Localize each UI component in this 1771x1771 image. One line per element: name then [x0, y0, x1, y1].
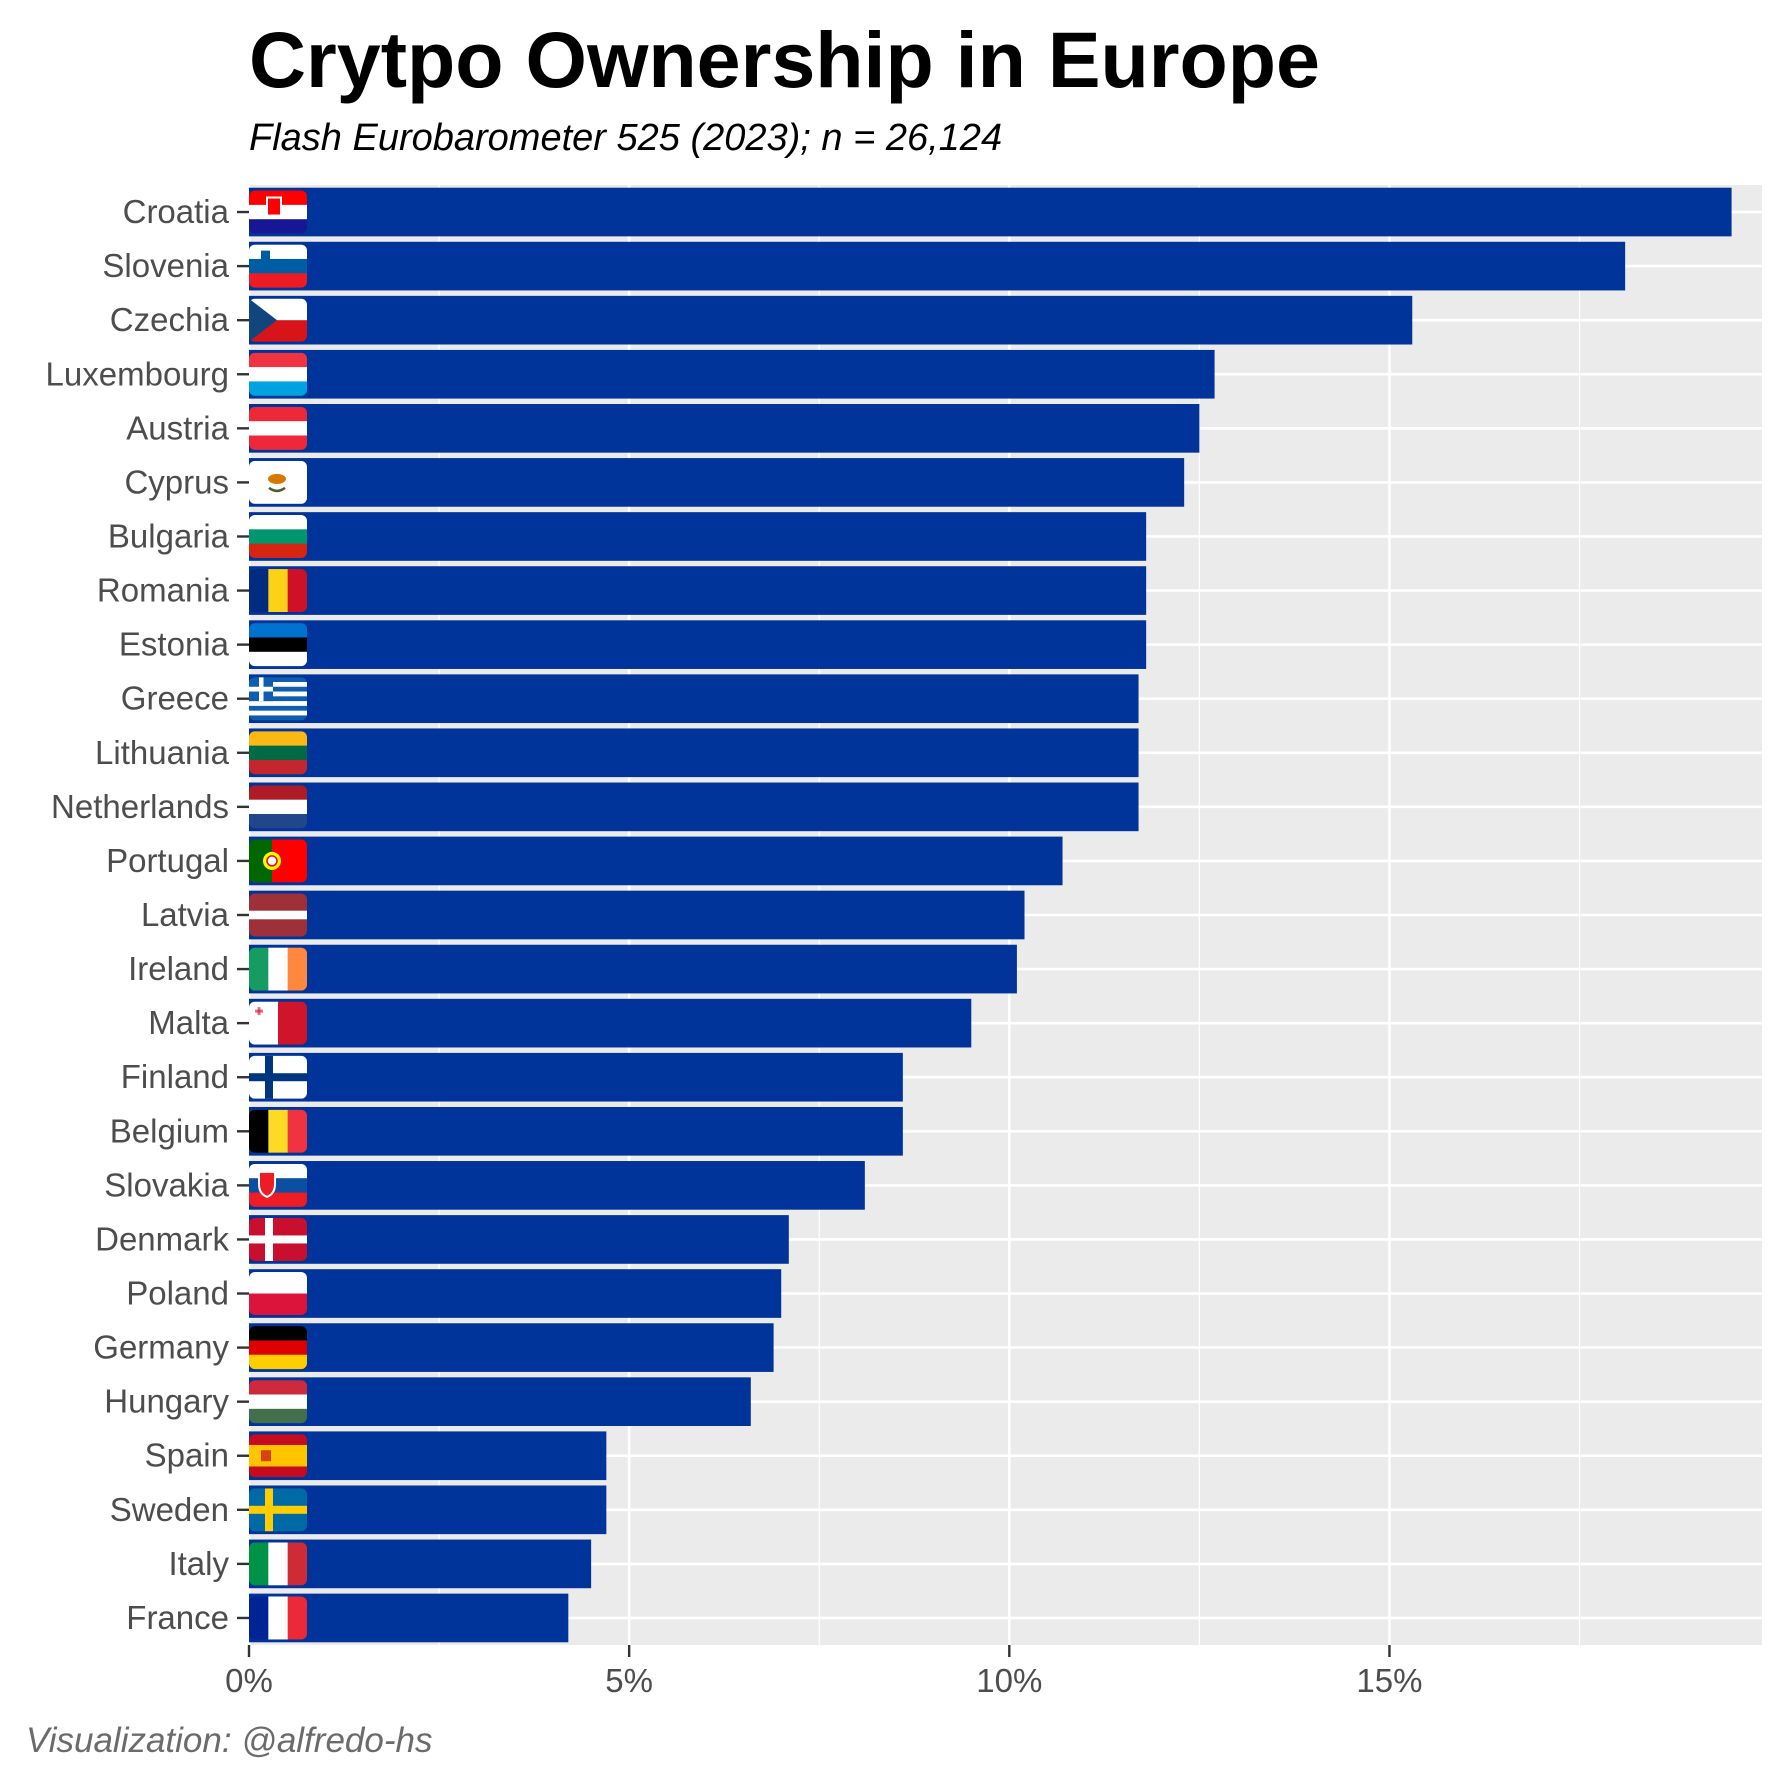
y-tick-label: Finland — [121, 1058, 229, 1095]
malta-flag-icon — [249, 1001, 307, 1045]
portugal-flag-icon — [249, 839, 307, 883]
bar-croatia — [249, 187, 1732, 237]
y-tick-label: Austria — [126, 409, 229, 446]
bar-bulgaria — [249, 512, 1147, 561]
bar-sweden — [249, 1485, 607, 1535]
bar-malta — [249, 998, 972, 1048]
x-tick-label: 15% — [1356, 1662, 1422, 1699]
bar-latvia — [249, 890, 1025, 940]
sweden-flag-icon — [249, 1488, 307, 1532]
bar-czechia — [249, 295, 1413, 345]
latvia-flag-icon — [249, 893, 307, 937]
y-tick-label: Spain — [145, 1437, 229, 1474]
y-tick-label: Croatia — [123, 193, 230, 230]
slovenia-flag-icon — [249, 244, 307, 288]
bar-romania — [249, 566, 1147, 615]
x-tick-label: 0% — [225, 1662, 273, 1699]
hungary-flag-icon — [249, 1380, 307, 1424]
y-tick-label: Portugal — [106, 842, 229, 879]
germany-flag-icon — [249, 1326, 307, 1370]
y-tick-label: Belgium — [110, 1112, 229, 1149]
y-tick-label: Greece — [121, 680, 229, 717]
chart-subtitle: Flash Eurobarometer 525 (2023); n = 26,1… — [249, 117, 1003, 159]
y-tick-label: Netherlands — [51, 788, 229, 825]
y-tick-label: Germany — [93, 1329, 229, 1366]
bar-finland — [249, 1052, 903, 1102]
bar-netherlands — [249, 782, 1139, 832]
bar-belgium — [249, 1106, 903, 1156]
estonia-flag-icon — [249, 623, 307, 667]
bar-denmark — [249, 1215, 789, 1264]
bulgaria-flag-icon — [249, 514, 307, 558]
y-tick-label: Romania — [97, 572, 230, 609]
ireland-flag-icon — [249, 947, 307, 991]
poland-flag-icon — [249, 1272, 307, 1316]
finland-flag-icon — [249, 1055, 307, 1099]
bar-poland — [249, 1269, 782, 1318]
croatia-flag-icon — [249, 190, 307, 234]
y-tick-label: Sweden — [110, 1491, 229, 1528]
bar-slovenia — [249, 241, 1626, 291]
chart-caption: Visualization: @alfredo-hs — [26, 1721, 433, 1760]
x-tick-label: 5% — [605, 1662, 653, 1699]
y-tick-label: Lithuania — [95, 734, 230, 771]
bar-hungary — [249, 1377, 751, 1426]
luxembourg-flag-icon — [249, 352, 307, 396]
chart-title: Crytpo Ownership in Europe — [249, 15, 1320, 104]
bar-slovakia — [249, 1161, 865, 1210]
y-tick-label: Slovakia — [104, 1166, 229, 1203]
romania-flag-icon — [249, 569, 307, 613]
slovakia-flag-icon — [249, 1163, 307, 1207]
y-tick-label: Czechia — [110, 301, 230, 338]
italy-flag-icon — [249, 1542, 307, 1586]
x-tick-label: 10% — [976, 1662, 1042, 1699]
netherlands-flag-icon — [249, 785, 307, 829]
y-tick-label: Italy — [168, 1545, 229, 1582]
y-tick-label: Denmark — [95, 1220, 229, 1257]
bar-cyprus — [249, 458, 1185, 507]
bar-ireland — [249, 944, 1017, 994]
bar-spain — [249, 1431, 607, 1481]
greece-flag-icon — [249, 677, 307, 721]
y-tick-label: Slovenia — [102, 247, 229, 284]
bar-portugal — [249, 836, 1063, 886]
y-tick-label: Malta — [148, 1004, 229, 1041]
czechia-flag-icon — [249, 298, 307, 342]
spain-flag-icon — [249, 1434, 307, 1478]
lithuania-flag-icon — [249, 731, 307, 775]
y-tick-label: France — [126, 1599, 229, 1636]
belgium-flag-icon — [249, 1109, 307, 1153]
y-tick-label: Ireland — [128, 950, 229, 987]
y-tick-label: Latvia — [141, 896, 230, 933]
y-tick-label: Estonia — [119, 626, 230, 663]
cyprus-flag-icon — [249, 460, 307, 504]
bar-luxembourg — [249, 349, 1215, 399]
denmark-flag-icon — [249, 1217, 307, 1261]
y-tick-label: Hungary — [104, 1383, 229, 1420]
y-tick-label: Bulgaria — [108, 517, 230, 554]
bar-germany — [249, 1323, 774, 1372]
france-flag-icon — [249, 1596, 307, 1640]
austria-flag-icon — [249, 406, 307, 450]
bar-austria — [249, 404, 1200, 453]
bar-lithuania — [249, 728, 1139, 778]
bar-greece — [249, 674, 1139, 724]
y-tick-label: Poland — [126, 1275, 229, 1312]
y-tick-label: Luxembourg — [46, 355, 229, 392]
bar-estonia — [249, 620, 1147, 669]
y-tick-label: Cyprus — [124, 463, 229, 500]
